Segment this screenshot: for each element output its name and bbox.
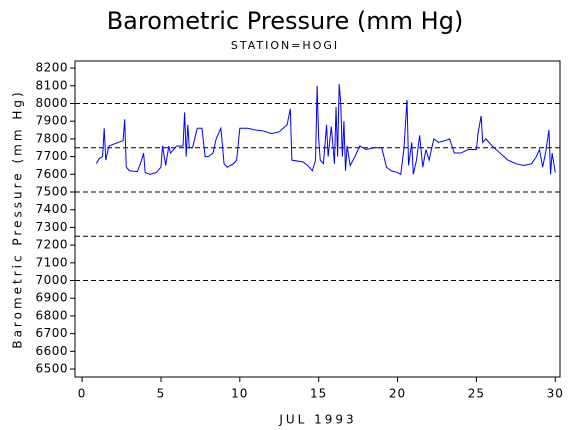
- y-axis-label: Barometric Pressure (mm Hg): [11, 89, 25, 348]
- x-tick-label: 30: [547, 387, 564, 401]
- y-tick-label: 7300: [35, 220, 68, 234]
- y-tick-label: 7700: [35, 149, 68, 163]
- data-line: [95, 83, 556, 176]
- y-tick-label: 6600: [35, 344, 68, 358]
- x-tick-label: 20: [389, 387, 406, 401]
- x-tick-label: 10: [231, 387, 248, 401]
- plot-frame: [74, 60, 561, 378]
- chart-subtitle: STATION=HOGI: [231, 39, 339, 52]
- x-axis-label: JUL 1993: [278, 413, 356, 427]
- y-tick-label: 6900: [35, 291, 68, 305]
- y-tick-label: 7600: [35, 167, 68, 181]
- x-tick-label: 5: [157, 387, 166, 401]
- y-tick-label: 7200: [35, 238, 68, 252]
- y-tick-label: 7800: [35, 131, 68, 145]
- x-tick-label: 25: [468, 387, 485, 401]
- y-tick-label: 7000: [35, 273, 68, 287]
- x-tick-label: 15: [310, 387, 327, 401]
- y-tick-label: 8000: [35, 96, 68, 110]
- y-tick-label: 6800: [35, 308, 68, 322]
- y-tick-label: 7900: [35, 114, 68, 128]
- y-tick-label: 7400: [35, 202, 68, 216]
- x-tick-label: 0: [78, 387, 87, 401]
- y-tick-label: 8100: [35, 78, 68, 92]
- y-tick-label: 7500: [35, 185, 68, 199]
- chart-title: Barometric Pressure (mm Hg): [107, 7, 464, 35]
- y-tick-label: 7100: [35, 255, 68, 269]
- y-tick-label: 6500: [35, 362, 68, 376]
- y-tick-label: 6700: [35, 326, 68, 340]
- y-tick-label: 8200: [35, 61, 68, 75]
